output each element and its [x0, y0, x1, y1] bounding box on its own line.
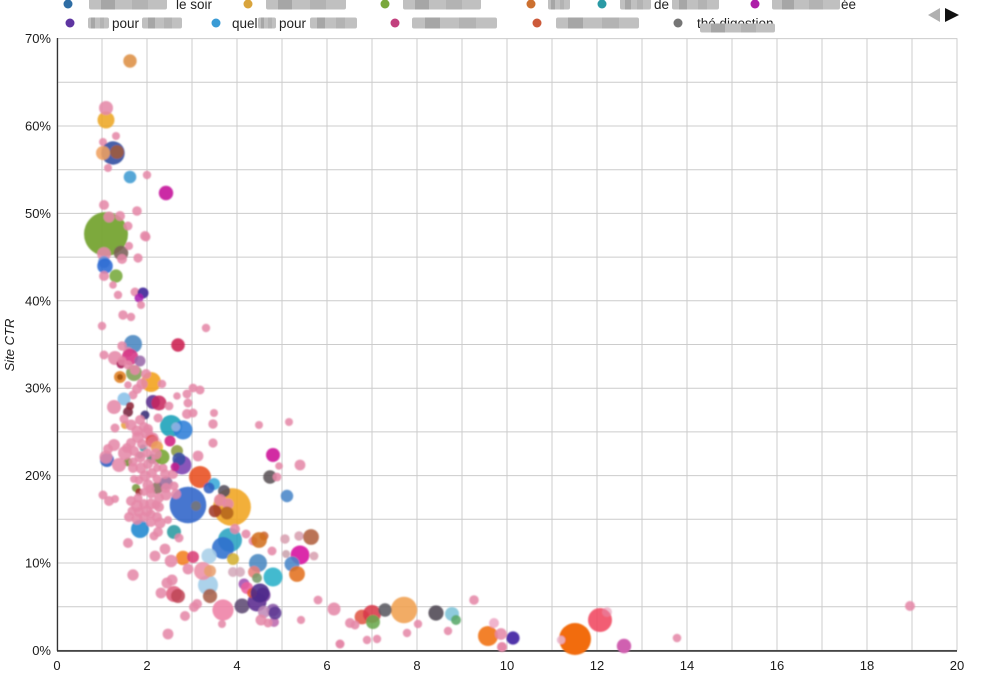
svg-text:pour: pour — [279, 16, 307, 31]
svg-text:10: 10 — [500, 658, 514, 673]
svg-text:60%: 60% — [25, 119, 51, 134]
svg-text:12: 12 — [590, 658, 604, 673]
svg-text:pour: pour — [112, 16, 140, 31]
svg-text:20%: 20% — [25, 468, 51, 483]
svg-text:8: 8 — [413, 658, 420, 673]
svg-text:le soir: le soir — [176, 0, 213, 12]
svg-text:de: de — [654, 0, 669, 12]
svg-text:0: 0 — [53, 658, 60, 673]
svg-text:70%: 70% — [25, 31, 51, 46]
svg-text:6: 6 — [323, 658, 330, 673]
svg-text:18: 18 — [860, 658, 874, 673]
svg-text:quel: quel — [232, 16, 258, 31]
svg-text:0%: 0% — [32, 643, 51, 658]
svg-text:20: 20 — [950, 658, 964, 673]
svg-text:Site CTR: Site CTR — [2, 319, 17, 372]
svg-text:ée: ée — [841, 0, 856, 12]
svg-text:50%: 50% — [25, 206, 51, 221]
svg-text:14: 14 — [680, 658, 694, 673]
svg-text:10%: 10% — [25, 556, 51, 571]
svg-text:30%: 30% — [25, 381, 51, 396]
svg-text:16: 16 — [770, 658, 784, 673]
svg-text:4: 4 — [233, 658, 240, 673]
svg-text:40%: 40% — [25, 293, 51, 308]
svg-text:2: 2 — [143, 658, 150, 673]
